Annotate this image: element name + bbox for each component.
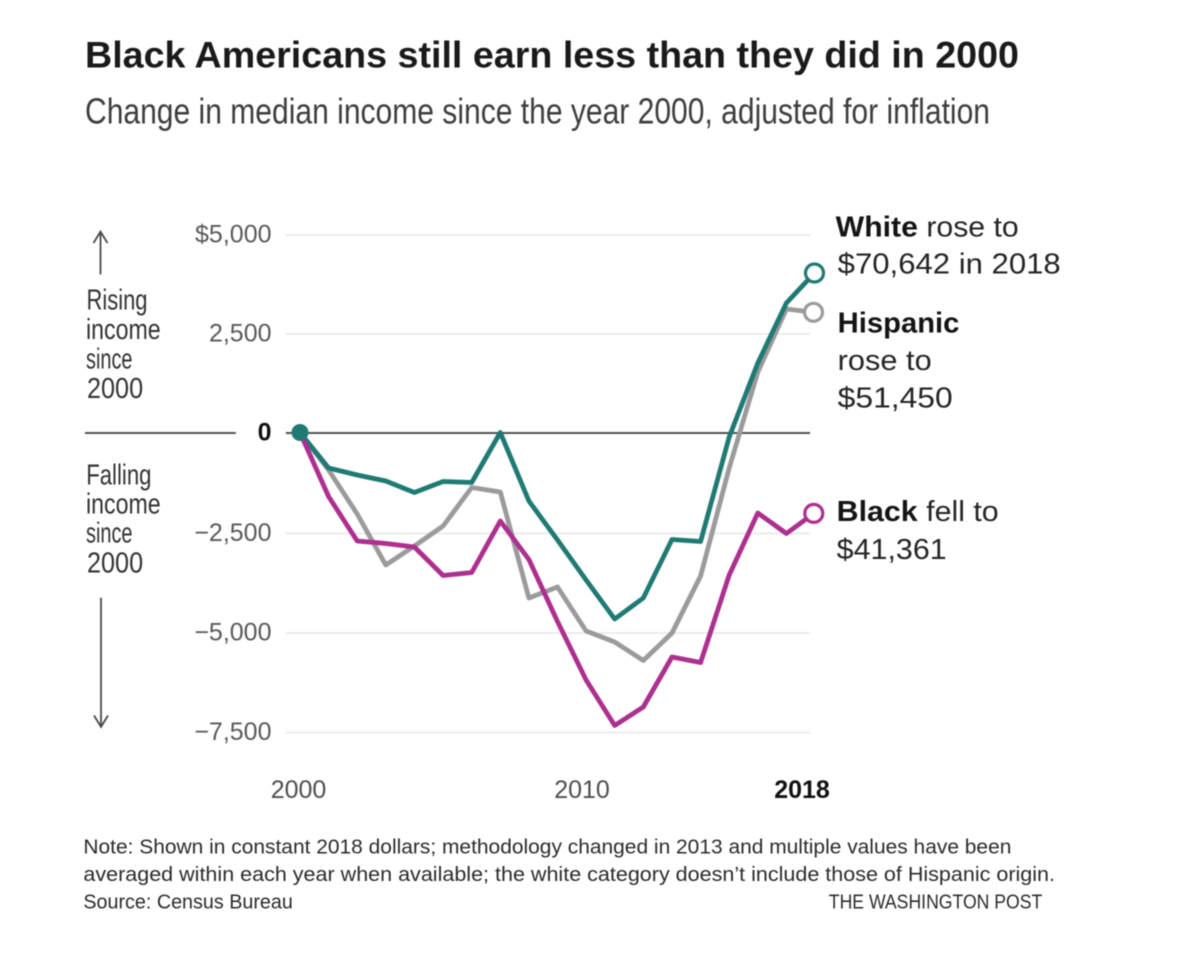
svg-text:0: 0: [258, 419, 272, 447]
svg-text:$51,450: $51,450: [838, 382, 953, 414]
svg-text:Change in median income since: Change in median income since the year 2…: [85, 90, 990, 131]
svg-text:Falling: Falling: [86, 459, 151, 491]
svg-text:2010: 2010: [554, 776, 610, 804]
svg-text:since: since: [86, 343, 133, 375]
svg-text:since: since: [86, 518, 133, 550]
svg-text:Note: Shown in constant 2018 d: Note: Shown in constant 2018 dollars; me…: [83, 836, 1011, 858]
svg-text:White rose to: White rose to: [836, 212, 1019, 244]
svg-text:Black Americans still earn les: Black Americans still earn less than the…: [85, 34, 1019, 75]
svg-text:2,500: 2,500: [209, 320, 272, 348]
svg-text:−5,000: −5,000: [194, 619, 271, 647]
svg-text:2018: 2018: [774, 776, 830, 804]
svg-text:income: income: [86, 489, 161, 521]
svg-text:Black fell to: Black fell to: [837, 496, 999, 528]
svg-text:−2,500: −2,500: [194, 519, 271, 547]
svg-text:income: income: [86, 314, 161, 346]
svg-text:2000: 2000: [87, 373, 143, 405]
svg-text:$41,361: $41,361: [837, 534, 947, 566]
svg-text:Rising: Rising: [87, 285, 148, 317]
svg-text:rose to: rose to: [838, 345, 932, 377]
svg-text:−7,500: −7,500: [194, 718, 271, 746]
svg-text:2000: 2000: [271, 776, 327, 804]
svg-text:Source: Census Bureau: Source: Census Bureau: [83, 892, 292, 914]
svg-text:Hispanic: Hispanic: [838, 308, 960, 340]
svg-text:$5,000: $5,000: [195, 221, 271, 249]
svg-text:2000: 2000: [87, 547, 143, 579]
svg-text:$70,642 in 2018: $70,642 in 2018: [838, 249, 1061, 281]
svg-text:averaged within each year when: averaged within each year when available…: [83, 864, 1055, 886]
svg-text:THE WASHINGTON POST: THE WASHINGTON POST: [829, 892, 1043, 914]
